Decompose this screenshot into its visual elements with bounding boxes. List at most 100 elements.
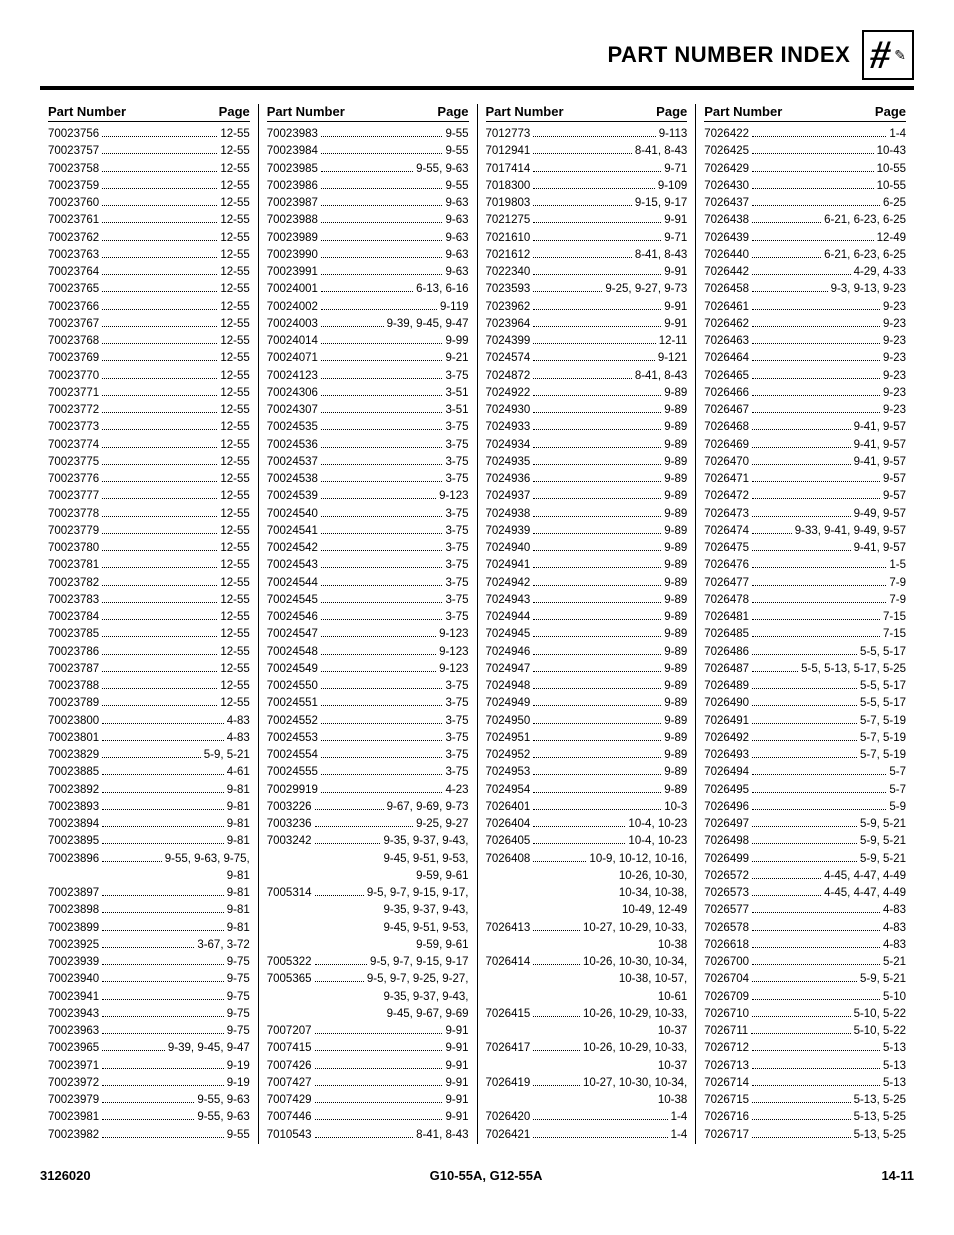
page-ref: 12-55 [220, 247, 249, 264]
leader-dots [102, 1042, 165, 1051]
leader-dots [321, 369, 443, 378]
index-row: 70264424-29, 4-33 [704, 264, 906, 281]
page-ref: 3-75 [445, 609, 468, 626]
leader-dots [533, 956, 580, 965]
part-number: 70023984 [267, 143, 318, 160]
index-row: 700239639-75 [48, 1023, 250, 1040]
part-number: 7026419 [486, 1075, 531, 1092]
part-number: 7026425 [704, 143, 749, 160]
part-number: 70023776 [48, 471, 99, 488]
page-ref: 9-119 [440, 299, 469, 316]
page-ref: 5-21 [883, 954, 906, 971]
part-number: 70023772 [48, 402, 99, 419]
part-number: 7026408 [486, 851, 531, 868]
page-ref: 5-9, 5-21 [204, 747, 250, 764]
leader-dots [315, 1128, 414, 1137]
part-number: 70024543 [267, 557, 318, 574]
leader-dots [102, 162, 217, 171]
part-number: 70023778 [48, 506, 99, 523]
index-row: 70216128-41, 8-43 [486, 247, 688, 264]
index-row: 70249489-89 [486, 678, 688, 695]
page-ref: 9-75 [227, 954, 250, 971]
part-number: 70023763 [48, 247, 99, 264]
part-number: 7026577 [704, 902, 749, 919]
leader-dots [752, 231, 874, 240]
leader-dots [752, 956, 880, 965]
page-ref: 12-55 [220, 299, 249, 316]
index-row: 700245499-123 [267, 661, 469, 678]
index-row: 700245523-75 [267, 713, 469, 730]
leader-dots [102, 456, 217, 465]
leader-dots [533, 197, 632, 206]
page-ref: 9-89 [664, 764, 687, 781]
page-ref: 9-89 [664, 644, 687, 661]
leader-dots [533, 611, 661, 620]
leader-dots [102, 801, 224, 810]
index-row: 7002378612-55 [48, 644, 250, 661]
page-ref: 12-55 [220, 350, 249, 367]
part-number: 7026499 [704, 851, 749, 868]
leader-dots [102, 663, 217, 672]
leader-dots [752, 887, 821, 896]
part-number: 7026710 [704, 1006, 749, 1023]
page-ref: 12-55 [220, 195, 249, 212]
index-row: 70249309-89 [486, 402, 688, 419]
part-number: 70023896 [48, 851, 99, 868]
page-ref: 5-13, 5-25 [854, 1127, 906, 1144]
part-number: 70023989 [267, 230, 318, 247]
leader-dots [102, 628, 217, 637]
part-number: 7024942 [486, 575, 531, 592]
page-ref: 9-91 [664, 316, 687, 333]
page-ref: 5-5, 5-17 [860, 678, 906, 695]
part-number: 7019803 [486, 195, 531, 212]
page-ref: 9-55, 9-63 [416, 161, 468, 178]
leader-dots [102, 1025, 224, 1034]
index-row: 70249529-89 [486, 747, 688, 764]
index-row: 70264761-5 [704, 557, 906, 574]
column-header-part: Part Number [704, 104, 875, 119]
index-column: Part NumberPage70127739-11370129418-41, … [478, 104, 697, 1144]
part-number: 70023766 [48, 299, 99, 316]
page-ref: 9-113 [659, 126, 688, 143]
page-ref: 9-33, 9-41, 9-49, 9-57 [795, 523, 906, 540]
part-number: 7024951 [486, 730, 531, 747]
part-number: 7026486 [704, 644, 749, 661]
index-row: 70023766 12-55 [48, 299, 250, 316]
part-number: 7026490 [704, 695, 749, 712]
leader-dots [533, 283, 602, 292]
index-row: 70053149-5, 9-7, 9-15, 9-17, [267, 885, 469, 902]
leader-dots [102, 249, 217, 258]
leader-dots [315, 1025, 443, 1034]
part-number: 7026496 [704, 799, 749, 816]
leader-dots [102, 887, 224, 896]
leader-dots [102, 525, 217, 534]
page-ref: 9-89 [664, 506, 687, 523]
page-ref: 9-89 [664, 402, 687, 419]
index-row: 7002376112-55 [48, 212, 250, 229]
part-number: 70024542 [267, 540, 318, 557]
index-row: 70249349-89 [486, 437, 688, 454]
leader-dots [321, 559, 443, 568]
leader-dots [102, 266, 217, 275]
page-ref: 4-23 [445, 782, 468, 799]
page-ref: 9-89 [664, 488, 687, 505]
page-ref: 12-55 [220, 126, 249, 143]
index-row: 70267165-13, 5-25 [704, 1109, 906, 1126]
index-row: 700240029-119 [267, 299, 469, 316]
page-ref: 9-89 [664, 695, 687, 712]
page-ref: 5-9 [889, 799, 906, 816]
leader-dots [102, 576, 217, 585]
leader-dots [752, 559, 886, 568]
part-number: 7018300 [486, 178, 531, 195]
index-row: 702643912-49 [704, 230, 906, 247]
leader-dots [321, 387, 443, 396]
leader-dots [321, 525, 443, 534]
index-row: 702640810-9, 10-12, 10-16, [486, 851, 688, 868]
index-row: 700239719-19 [48, 1058, 250, 1075]
part-number: 7026420 [486, 1109, 531, 1126]
leader-dots [533, 404, 661, 413]
part-number: 7026572 [704, 868, 749, 885]
index-row: 70249519-89 [486, 730, 688, 747]
index-row: 70239649-91 [486, 316, 688, 333]
leader-dots [752, 542, 851, 551]
